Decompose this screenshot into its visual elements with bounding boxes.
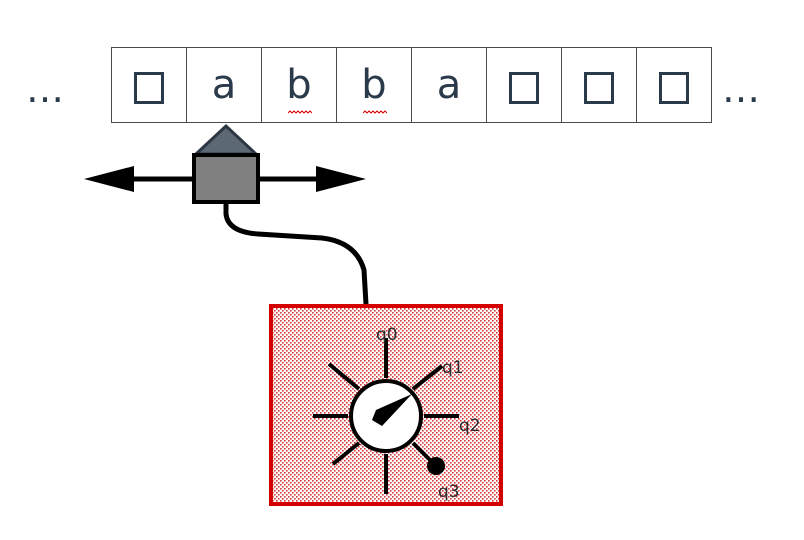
tape-cell: a <box>186 48 261 122</box>
state-label-q2: q2 <box>459 416 481 436</box>
tape-cell: □ <box>636 48 712 122</box>
dial-spokes <box>313 338 459 494</box>
tape: □ a b b a □ □ □ <box>111 47 712 123</box>
blank-symbol: □ <box>509 72 539 104</box>
head-pointer <box>192 123 260 156</box>
tape-symbol: b <box>286 62 312 108</box>
tape-cell: □ <box>561 48 636 122</box>
tape-symbol: a <box>436 62 462 108</box>
tape-cell: b <box>336 48 411 122</box>
blank-symbol: □ <box>134 72 164 104</box>
blank-symbol: □ <box>584 72 614 104</box>
spellcheck-squiggle <box>288 110 312 114</box>
spellcheck-squiggle <box>363 110 387 114</box>
tape-cell: a <box>411 48 486 122</box>
tape-symbol: a <box>211 62 237 108</box>
tape-cell: b <box>261 48 336 122</box>
ellipsis-left: … <box>26 67 64 111</box>
read-write-head <box>192 123 260 204</box>
ellipsis-right: … <box>722 67 760 111</box>
move-left-arrowhead <box>84 166 134 192</box>
tape-cell: □ <box>486 48 561 122</box>
head-cable <box>223 202 369 305</box>
head-body <box>192 153 260 204</box>
blank-symbol: □ <box>659 72 689 104</box>
state-label-q3: q3 <box>438 482 460 502</box>
state-label-q1: q1 <box>442 358 464 378</box>
tape-cell: □ <box>111 48 186 122</box>
state-label-q0: q0 <box>376 325 398 345</box>
move-right-arrowhead <box>316 166 366 192</box>
state-marker-dot <box>427 457 445 475</box>
tape-symbol: b <box>361 62 387 108</box>
state-dial <box>313 338 459 494</box>
dial-needle <box>372 394 412 426</box>
